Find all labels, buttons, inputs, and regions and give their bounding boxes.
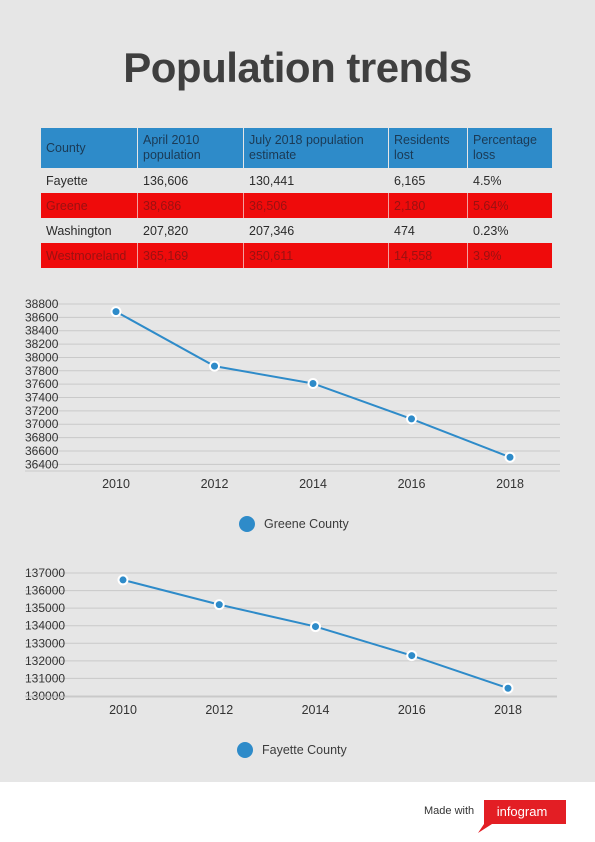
y-tick-label: 37800 xyxy=(25,364,59,378)
cell-april-2010: 365,169 xyxy=(137,243,244,268)
infogram-logo-shape xyxy=(478,800,566,833)
y-tick-label: 133000 xyxy=(25,636,65,650)
y-tick-label: 137000 xyxy=(25,566,65,580)
y-tick-label: 37200 xyxy=(25,404,59,418)
cell-residents-lost: 2,180 xyxy=(388,193,468,218)
cell-april-2010: 38,686 xyxy=(137,193,244,218)
y-tick-label: 136000 xyxy=(25,584,65,598)
y-tick-label: 132000 xyxy=(25,654,65,668)
page-title: Population trends xyxy=(123,44,472,91)
y-tick-label: 36400 xyxy=(25,457,59,471)
y-tick-label: 38000 xyxy=(25,350,59,364)
infogram-logo[interactable]: infogram xyxy=(478,800,566,833)
cell-april-2010: 207,820 xyxy=(137,218,244,243)
cell-percentage-loss: 3.9% xyxy=(467,243,552,268)
y-tick-label: 130000 xyxy=(25,689,65,703)
x-tick-label: 2016 xyxy=(398,703,426,717)
y-tick-label: 37400 xyxy=(25,391,59,405)
x-tick-label: 2010 xyxy=(109,703,137,717)
x-tick-label: 2010 xyxy=(102,477,130,491)
cell-percentage-loss: 4.5% xyxy=(467,168,552,193)
data-point xyxy=(310,621,321,633)
cell-county: Greene xyxy=(41,193,138,218)
header-county: County xyxy=(41,128,138,168)
y-tick-label: 36800 xyxy=(25,431,59,445)
table-row: Washington 207,820 207,346 474 0.23% xyxy=(41,218,552,243)
header-residents-lost: Residents lost xyxy=(388,128,468,168)
header-april-2010: April 2010 population xyxy=(137,128,244,168)
data-point xyxy=(213,599,225,611)
x-tick-label: 2018 xyxy=(496,477,524,491)
y-tick-label: 135000 xyxy=(25,601,65,615)
data-point xyxy=(504,451,516,463)
x-tick-label: 2014 xyxy=(299,477,327,491)
data-point xyxy=(117,574,129,586)
legend-marker xyxy=(239,516,255,532)
x-tick-label: 2018 xyxy=(494,703,522,717)
data-point xyxy=(502,682,514,694)
table-row-highlighted: Westmoreland 365,169 350,611 14,558 3.9% xyxy=(41,243,552,268)
cell-percentage-loss: 0.23% xyxy=(467,218,552,243)
x-tick-label: 2016 xyxy=(398,477,426,491)
cell-county: Westmoreland xyxy=(41,243,138,268)
cell-residents-lost: 14,558 xyxy=(388,243,468,268)
data-point xyxy=(110,306,122,318)
y-tick-label: 36600 xyxy=(25,444,59,458)
cell-april-2010: 136,606 xyxy=(137,168,244,193)
made-with-text: Made with xyxy=(424,805,475,817)
table-header-row: County April 2010 population July 2018 p… xyxy=(41,128,552,168)
y-tick-label: 131000 xyxy=(25,671,65,685)
y-tick-label: 38600 xyxy=(25,310,59,324)
legend-label: Fayette County xyxy=(262,743,347,757)
data-point xyxy=(406,650,418,662)
cell-residents-lost: 6,165 xyxy=(388,168,468,193)
infographic-canvas: Population trends County April 2010 popu… xyxy=(0,0,595,782)
cell-july-2018: 207,346 xyxy=(243,218,389,243)
y-tick-label: 37000 xyxy=(25,417,59,431)
legend-label: Greene County xyxy=(264,517,349,531)
y-tick-label: 134000 xyxy=(25,619,65,633)
x-tick-label: 2012 xyxy=(205,703,233,717)
infogram-logo-text: infogram xyxy=(496,804,548,819)
population-table: County April 2010 population July 2018 p… xyxy=(41,128,552,268)
cell-residents-lost: 474 xyxy=(388,218,468,243)
cell-county: Washington xyxy=(46,223,112,238)
data-point xyxy=(307,377,319,389)
series-line xyxy=(122,578,509,690)
fayette-county-line-chart: 130000 131000 132000 133000 134000 135000 1360… xyxy=(25,566,557,717)
header-percentage-loss: Percentage loss xyxy=(467,128,552,168)
table-row-highlighted: Greene 38,686 36,506 2,180 5.64% xyxy=(41,193,552,218)
y-tick-label: 38400 xyxy=(25,324,59,338)
cell-county: Fayette xyxy=(46,173,88,188)
y-tick-label: 37600 xyxy=(25,377,59,391)
header-july-2018: July 2018 population estimate xyxy=(243,128,389,168)
y-tick-label: 38800 xyxy=(25,297,59,311)
data-point xyxy=(209,360,220,372)
x-tick-label: 2014 xyxy=(302,703,330,717)
fayette-chart-legend: Fayette County xyxy=(0,740,595,760)
data-point xyxy=(406,413,417,425)
greene-county-line-chart: 3640036600368003700037200374003760037800… xyxy=(25,297,560,491)
table-row: Fayette 136,606 130,441 6,165 4.5% xyxy=(41,168,552,193)
x-tick-label: 2012 xyxy=(201,477,229,491)
y-tick-label: 38200 xyxy=(25,337,59,351)
cell-july-2018: 36,506 xyxy=(243,193,389,218)
legend-marker xyxy=(237,742,253,758)
greene-chart-legend: Greene County xyxy=(0,514,595,534)
cell-july-2018: 350,611 xyxy=(243,243,389,268)
cell-percentage-loss: 5.64% xyxy=(467,193,552,218)
cell-july-2018: 130,441 xyxy=(243,168,389,193)
